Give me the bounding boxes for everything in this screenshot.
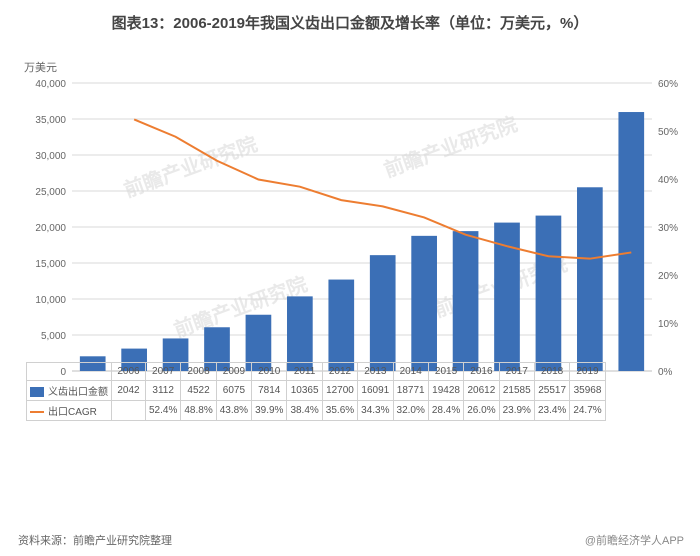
source-footer: 资料来源：前瞻产业研究院整理 <box>18 532 172 548</box>
bar-value: 35968 <box>570 381 605 401</box>
svg-text:0%: 0% <box>658 367 673 378</box>
legend-bar: 义齿出口金额 <box>27 381 112 401</box>
year-header: 2012 <box>322 363 357 381</box>
chart-container: 万美元 前瞻产业研究院 前瞻产业研究院 前瞻产业研究院 前瞻产业研究院 05,0… <box>0 41 700 471</box>
year-header: 2010 <box>252 363 287 381</box>
bar-value: 3112 <box>146 381 181 401</box>
year-header: 2008 <box>181 363 216 381</box>
svg-text:35,000: 35,000 <box>35 115 66 126</box>
line-value: 35.6% <box>322 401 357 421</box>
line-value <box>112 401 146 421</box>
bar-value: 21585 <box>499 381 534 401</box>
table-corner <box>27 363 112 381</box>
bar-value: 18771 <box>393 381 428 401</box>
line-value: 23.4% <box>534 401 569 421</box>
line-value: 23.9% <box>499 401 534 421</box>
attribution: @前瞻经济学人APP <box>585 532 684 548</box>
bar-value: 6075 <box>216 381 251 401</box>
line-value: 24.7% <box>570 401 605 421</box>
svg-text:10%: 10% <box>658 319 678 330</box>
year-header: 2018 <box>534 363 569 381</box>
svg-text:50%: 50% <box>658 127 678 138</box>
svg-text:20,000: 20,000 <box>35 223 66 234</box>
year-header: 2017 <box>499 363 534 381</box>
svg-text:15,000: 15,000 <box>35 259 66 270</box>
svg-text:40%: 40% <box>658 175 678 186</box>
line-value: 52.4% <box>146 401 181 421</box>
line-value: 32.0% <box>393 401 428 421</box>
bar-value: 2042 <box>112 381 146 401</box>
line-value: 43.8% <box>216 401 251 421</box>
bar-value: 10365 <box>287 381 322 401</box>
chart-title: 图表13：2006-2019年我国义齿出口金额及增长率（单位：万美元，%） <box>0 0 700 41</box>
line-value: 48.8% <box>181 401 216 421</box>
svg-text:10,000: 10,000 <box>35 295 66 306</box>
svg-text:20%: 20% <box>658 271 678 282</box>
year-header: 2011 <box>287 363 322 381</box>
svg-text:40,000: 40,000 <box>35 79 66 90</box>
data-table: 2006200720082009201020112012201320142015… <box>26 362 606 421</box>
year-header: 2007 <box>146 363 181 381</box>
legend-line: 出口CAGR <box>27 401 112 421</box>
svg-text:30,000: 30,000 <box>35 151 66 162</box>
year-header: 2019 <box>570 363 605 381</box>
svg-text:5,000: 5,000 <box>41 331 66 342</box>
svg-text:25,000: 25,000 <box>35 187 66 198</box>
year-header: 2013 <box>358 363 393 381</box>
bar-value: 12700 <box>322 381 357 401</box>
bar-value: 4522 <box>181 381 216 401</box>
line-value: 39.9% <box>252 401 287 421</box>
line-value: 34.3% <box>358 401 393 421</box>
bar-value: 19428 <box>428 381 463 401</box>
svg-text:30%: 30% <box>658 223 678 234</box>
year-header: 2016 <box>464 363 499 381</box>
year-header: 2015 <box>428 363 463 381</box>
svg-text:60%: 60% <box>658 79 678 90</box>
line-value: 38.4% <box>287 401 322 421</box>
bar-value: 7814 <box>252 381 287 401</box>
year-header: 2014 <box>393 363 428 381</box>
year-header: 2006 <box>112 363 146 381</box>
line-value: 26.0% <box>464 401 499 421</box>
bar-value: 25517 <box>534 381 569 401</box>
bar-value: 20612 <box>464 381 499 401</box>
line-value: 28.4% <box>428 401 463 421</box>
year-header: 2009 <box>216 363 251 381</box>
bar-value: 16091 <box>358 381 393 401</box>
